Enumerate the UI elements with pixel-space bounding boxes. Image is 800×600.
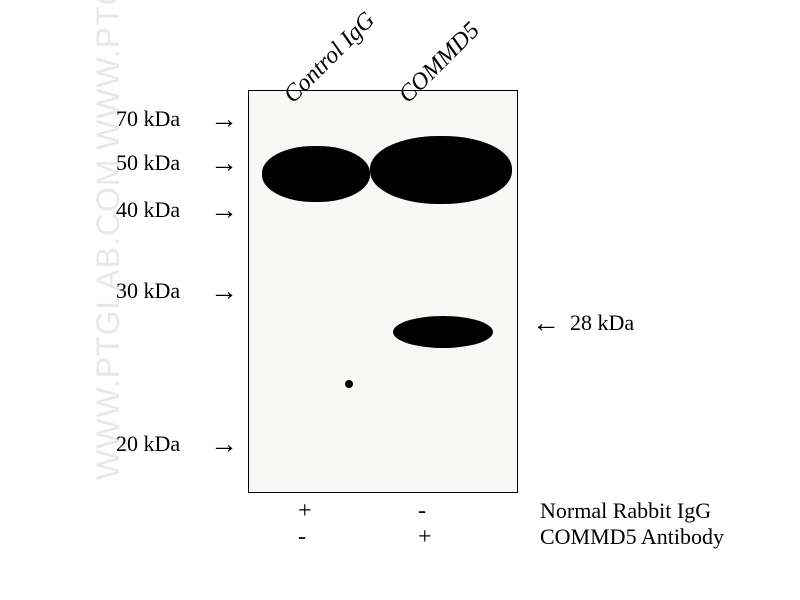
legend-lane2-0: - xyxy=(418,498,426,525)
mw-label-3: 30 kDa xyxy=(116,278,180,304)
target-band-label: 28 kDa xyxy=(570,310,634,336)
band-1 xyxy=(370,136,512,204)
mw-arrow-2: → xyxy=(210,195,238,227)
mw-label-0: 70 kDa xyxy=(116,106,180,132)
band-0 xyxy=(262,146,370,202)
legend-lane2-1: + xyxy=(418,524,432,551)
figure-container: WWW.PTGLAB.COM WWW.PTGLAB.COM Control Ig… xyxy=(0,0,800,600)
mw-label-2: 40 kDa xyxy=(116,197,180,223)
mw-arrow-0: → xyxy=(210,104,238,136)
legend-label-1: COMMD5 Antibody xyxy=(540,524,724,550)
target-arrow-icon: ← xyxy=(532,308,560,340)
mw-label-4: 20 kDa xyxy=(116,431,180,457)
mw-label-1: 50 kDa xyxy=(116,150,180,176)
mw-arrow-1: → xyxy=(210,148,238,180)
legend-label-0: Normal Rabbit IgG xyxy=(540,498,711,524)
artifact-dot-0 xyxy=(345,380,353,388)
legend-lane1-1: - xyxy=(298,524,306,551)
band-2 xyxy=(393,316,493,348)
mw-arrow-4: → xyxy=(210,429,238,461)
legend-lane1-0: + xyxy=(298,498,312,525)
mw-arrow-3: → xyxy=(210,276,238,308)
